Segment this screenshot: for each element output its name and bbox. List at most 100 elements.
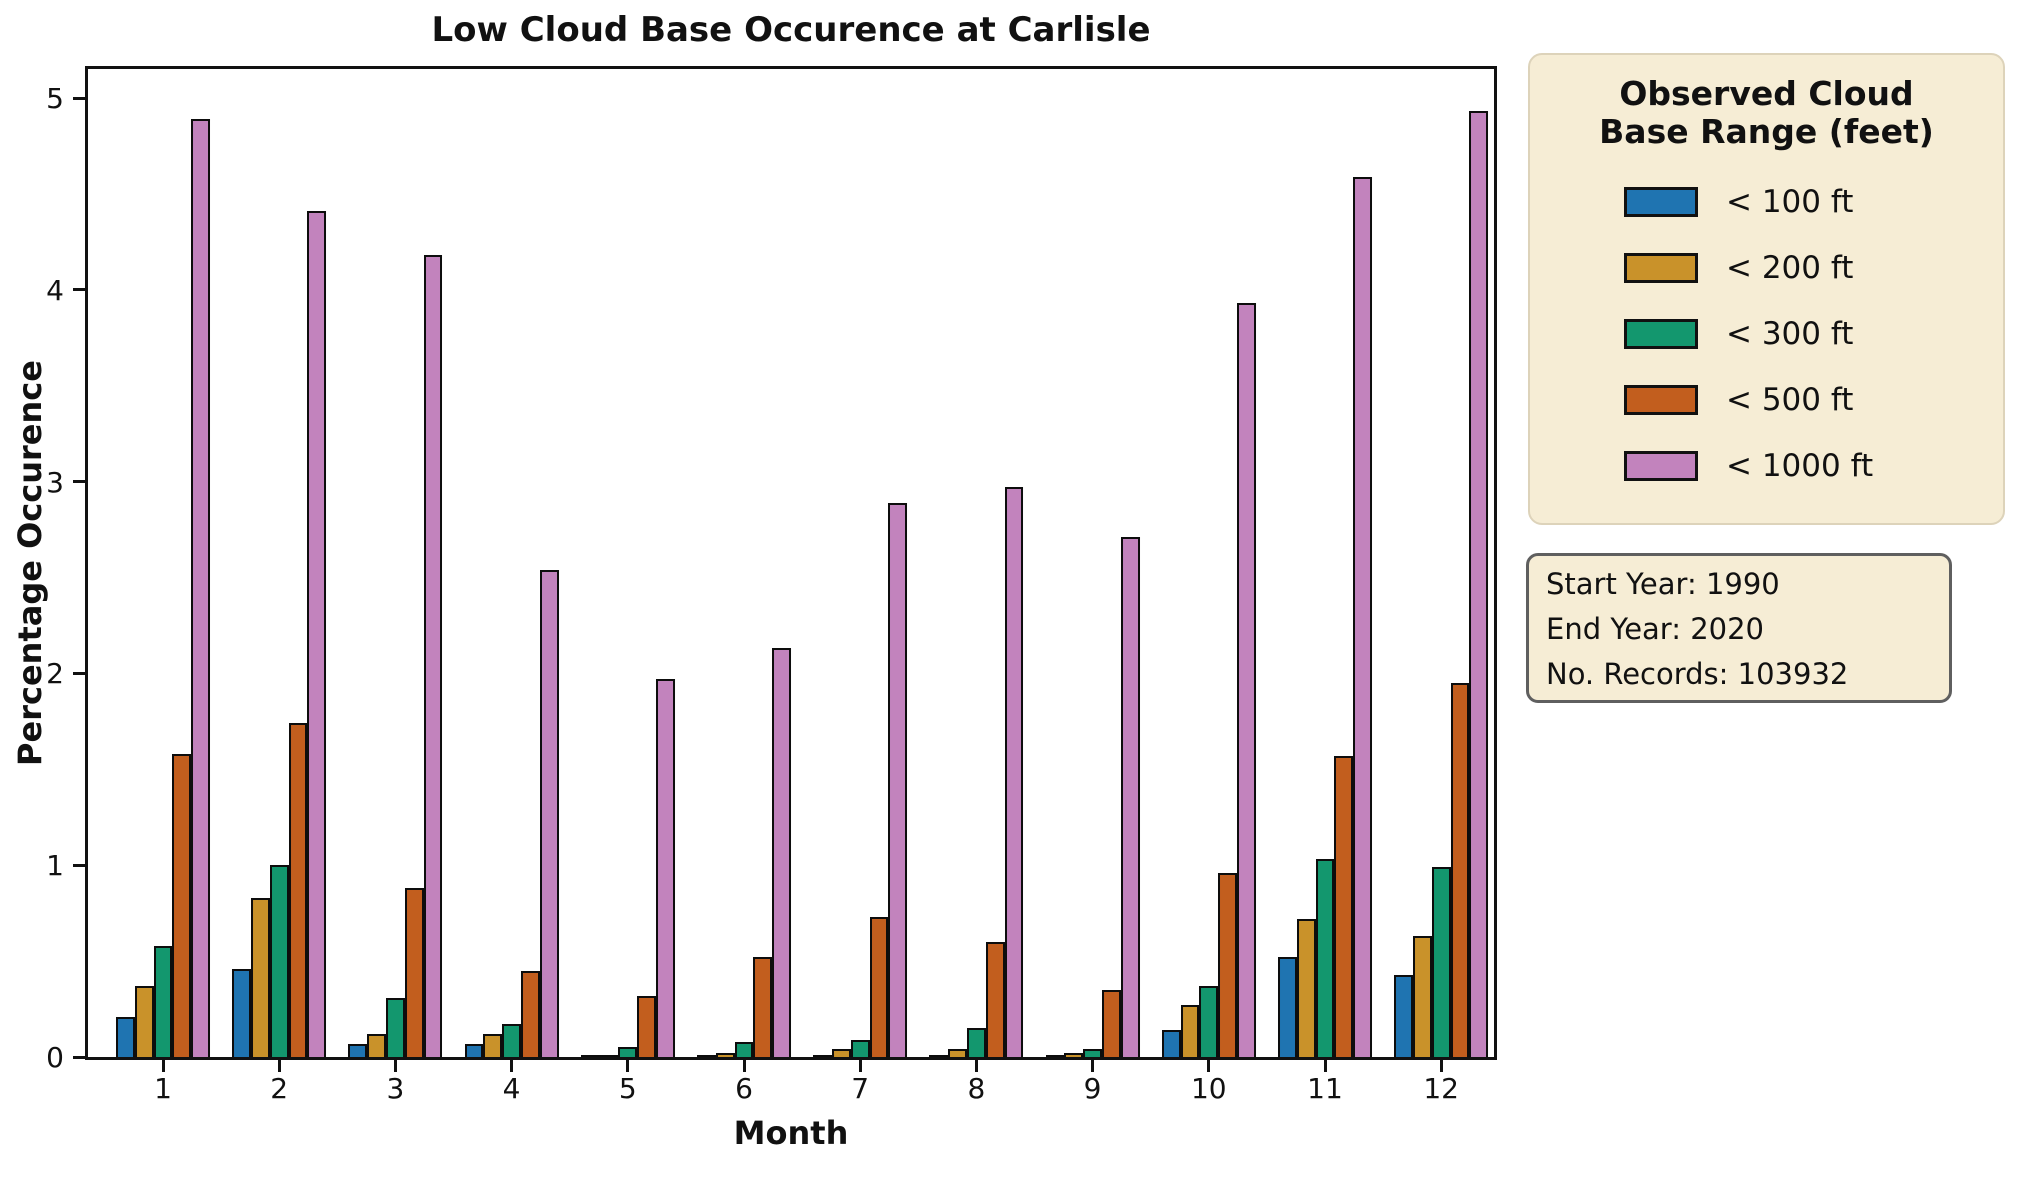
bar-group-month-5	[580, 679, 675, 1057]
legend-swatch-icon	[1624, 318, 1698, 349]
legend-label: < 1000 ft	[1726, 447, 1874, 484]
y-tick-mark	[73, 96, 85, 100]
y-axis-tick-labels: 0 1 2 3 4 5	[0, 66, 64, 1073]
bar	[153, 946, 173, 1057]
bar	[753, 957, 773, 1057]
bar-group-month-8	[929, 487, 1024, 1057]
x-tick-label: 5	[618, 1072, 637, 1105]
legend-label: < 500 ft	[1726, 381, 1854, 418]
x-tick-mark	[393, 1060, 397, 1072]
legend-label: < 100 ft	[1726, 183, 1854, 220]
bar	[134, 986, 154, 1057]
bar	[172, 754, 192, 1057]
bar	[1101, 990, 1121, 1057]
bar	[464, 1044, 484, 1057]
x-tick-label: 9	[1083, 1072, 1102, 1105]
x-tick-mark	[510, 1060, 514, 1072]
bar-group-month-7	[813, 503, 908, 1057]
bar	[1064, 1053, 1084, 1057]
x-tick-mark	[161, 1060, 165, 1072]
bar	[307, 211, 327, 1057]
plot-area	[73, 66, 1497, 1060]
bar	[888, 503, 908, 1057]
x-tick-label: 3	[386, 1072, 405, 1105]
bar-group-month-9	[1045, 537, 1140, 1057]
bar-group-month-10	[1161, 303, 1256, 1057]
bar-group-month-6	[697, 648, 791, 1057]
bar	[385, 998, 405, 1057]
bar	[483, 1034, 503, 1057]
bar	[1334, 756, 1354, 1057]
info-box: Start Year: 1990 End Year: 2020 No. Reco…	[1526, 553, 1952, 703]
bar	[191, 119, 210, 1057]
legend-item: < 100 ft	[1530, 169, 2003, 235]
y-tick-label: 2	[46, 657, 64, 691]
bar	[813, 1055, 832, 1057]
bar	[116, 1017, 135, 1057]
bar	[618, 1047, 638, 1057]
bar	[1236, 303, 1256, 1057]
y-tick-label: 5	[46, 82, 64, 115]
bar	[772, 648, 791, 1057]
x-axis-tick-labels: 1 2 3 4 5 6 7 8 9 10 11 12	[88, 1072, 1494, 1108]
bar	[1218, 873, 1237, 1057]
legend-swatch-icon	[1624, 450, 1698, 481]
bar	[539, 570, 559, 1057]
info-start-year: Start Year: 1990	[1546, 567, 1780, 601]
x-tick-mark	[1207, 1060, 1211, 1072]
x-tick-label: 1	[154, 1072, 172, 1105]
y-tick-mark	[73, 288, 85, 292]
bar	[715, 1053, 735, 1057]
x-tick-mark	[1091, 1060, 1095, 1072]
bar-group-month-4	[464, 570, 559, 1057]
legend-item: < 1000 ft	[1530, 433, 2003, 499]
x-tick-label: 2	[270, 1072, 289, 1105]
x-tick-label: 10	[1190, 1072, 1227, 1105]
bar	[367, 1034, 386, 1057]
legend-label: < 300 ft	[1726, 315, 1854, 352]
x-tick-label: 6	[735, 1072, 753, 1105]
bar	[1180, 1005, 1200, 1057]
bar	[423, 255, 443, 1057]
bar	[1199, 986, 1219, 1057]
bar	[599, 1055, 619, 1057]
bar	[869, 917, 889, 1057]
bar	[1083, 1049, 1102, 1057]
legend-box: Observed Cloud Base Range (feet) < 100 f…	[1528, 53, 2005, 525]
bar	[985, 942, 1005, 1057]
bar	[1161, 1030, 1181, 1057]
x-tick-label: 12	[1423, 1072, 1460, 1105]
bar-group-month-1	[116, 119, 210, 1057]
legend-items: < 100 ft < 200 ft < 300 ft < 500 ft < 1000 f…	[1530, 169, 2003, 499]
y-tick-mark	[73, 863, 85, 867]
legend-swatch-icon	[1624, 384, 1698, 415]
bar	[850, 1040, 870, 1057]
bar	[1315, 859, 1335, 1057]
bar	[948, 1049, 967, 1057]
bar	[1004, 487, 1024, 1057]
bar-group-month-2	[232, 211, 327, 1057]
bar	[1278, 957, 1297, 1057]
legend-item: < 300 ft	[1530, 301, 2003, 367]
bar	[250, 898, 270, 1057]
bar	[1045, 1055, 1065, 1057]
bar	[1412, 936, 1432, 1057]
bar	[1120, 537, 1140, 1057]
legend-label: < 200 ft	[1726, 249, 1854, 286]
x-tick-mark	[974, 1060, 978, 1072]
bar	[502, 1024, 521, 1057]
bar	[1353, 177, 1372, 1057]
legend-item: < 500 ft	[1530, 367, 2003, 433]
bar	[966, 1028, 986, 1057]
bar	[1394, 975, 1413, 1057]
bar	[288, 723, 308, 1057]
y-tick-label: 3	[46, 465, 64, 499]
bar	[734, 1042, 754, 1057]
bar	[1296, 919, 1316, 1057]
bar	[580, 1055, 600, 1057]
y-tick-label: 0	[46, 1041, 64, 1074]
bar-group-month-3	[348, 255, 443, 1057]
info-end-year: End Year: 2020	[1546, 612, 1765, 646]
x-axis-tick-marks	[88, 1057, 1494, 1073]
x-tick-label: 4	[502, 1072, 521, 1105]
